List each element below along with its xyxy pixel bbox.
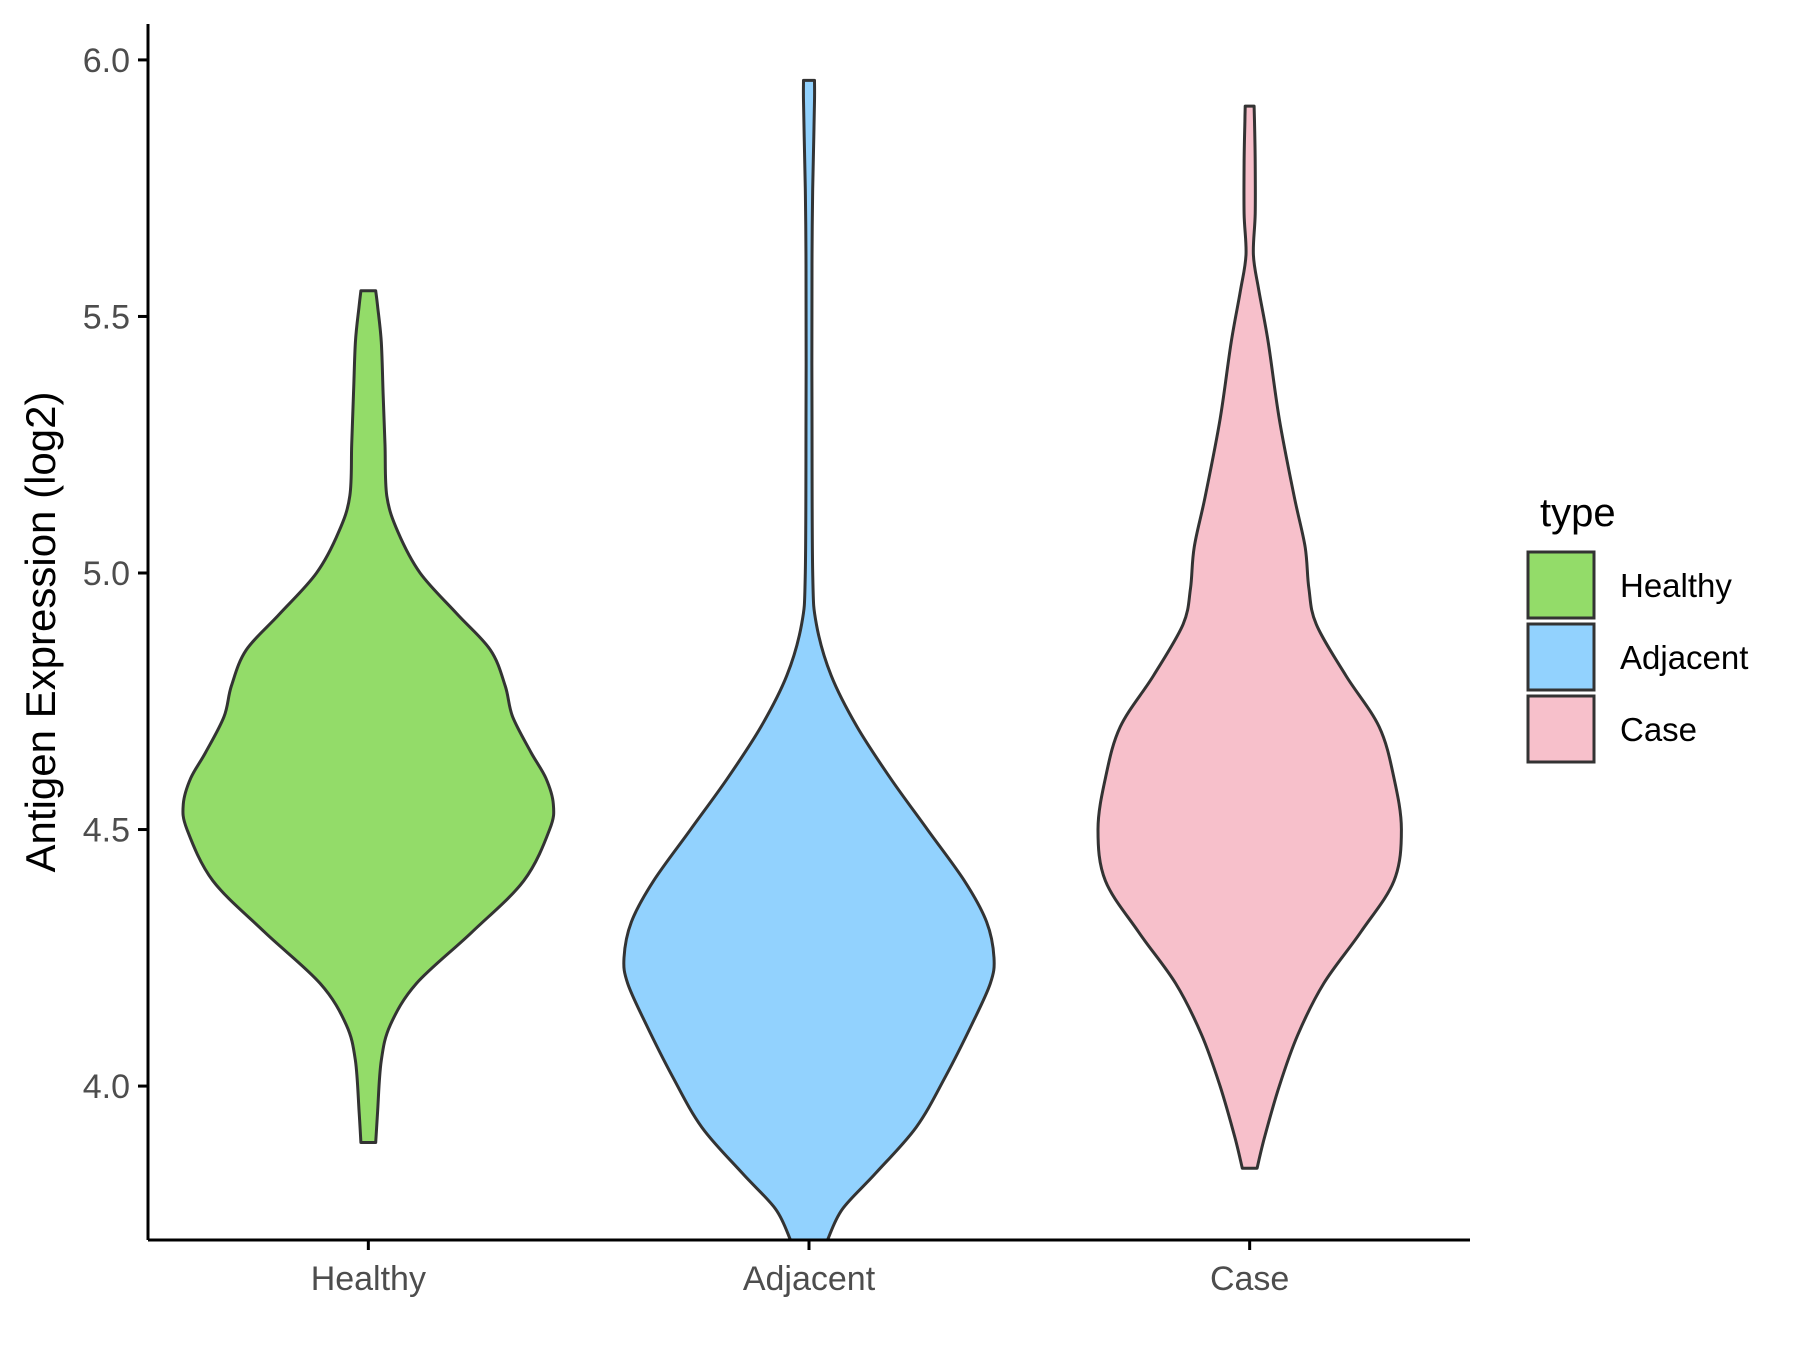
legend-key-healthy [1526,550,1596,620]
x-tick-label: Adjacent [743,1260,876,1298]
y-ticks: 4.0 4.5 5.0 5.5 6.0 [83,42,148,1106]
y-tick-label: 6.0 [83,42,130,80]
legend-label-adjacent: Adjacent [1620,639,1748,676]
violin-healthy [181,289,556,1144]
legend-title: type [1540,491,1616,535]
y-axis-title: Antigen Expression (log2) [17,392,64,873]
x-tick-label: Healthy [311,1260,426,1298]
x-ticks: Healthy Adjacent Case [311,1240,1289,1298]
violins-layer [181,78,1403,1242]
y-tick-label: 5.5 [83,298,130,336]
y-tick-label: 4.5 [83,812,130,850]
legend-label-case: Case [1620,711,1697,748]
legend-label-healthy: Healthy [1620,567,1732,604]
legend-key-case [1526,694,1596,764]
violin-case [1096,104,1403,1170]
x-tick-label: Case [1210,1260,1289,1298]
y-tick-label: 5.0 [83,555,130,593]
y-tick-label: 4.0 [83,1068,130,1106]
legend-items: Healthy Adjacent Case [1526,550,1748,764]
legend-key-adjacent [1526,622,1596,692]
legend: type Healthy Adjacent Case [1526,491,1748,764]
violin-adjacent [622,78,996,1242]
